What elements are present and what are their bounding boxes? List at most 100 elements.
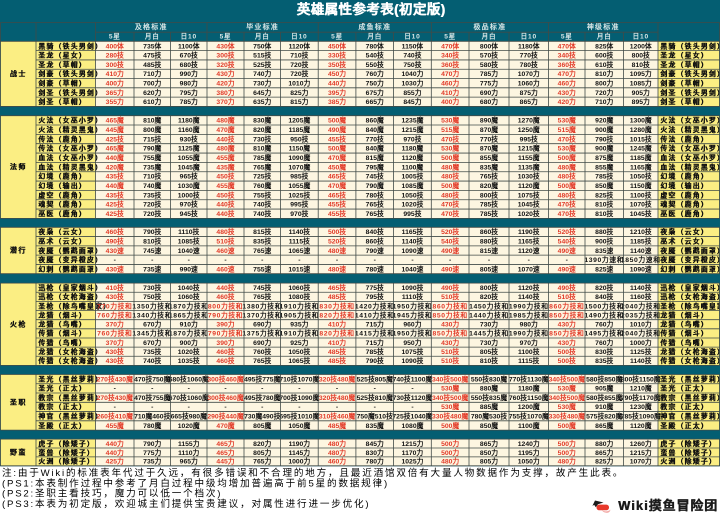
svg-text:760力技和: 760力技和 <box>97 329 132 338</box>
svg-text:1100魔: 1100魔 <box>518 421 540 430</box>
svg-text:夜魇（变异橙皮）: 夜魇（变异橙皮） <box>38 255 104 264</box>
svg-text:蛮兽（除矮子）: 蛮兽（除矮子） <box>660 448 717 457</box>
svg-text:440技: 440技 <box>216 283 234 292</box>
svg-text:715力: 715力 <box>366 320 384 329</box>
svg-text:潜行: 潜行 <box>10 246 27 255</box>
svg-text:420力: 420力 <box>558 97 576 106</box>
svg-text:850力技和: 850力技和 <box>549 310 584 319</box>
svg-text:1380力技和: 1380力技和 <box>242 301 282 310</box>
svg-text:435魔: 435魔 <box>216 162 234 171</box>
svg-text:-: - <box>528 257 530 264</box>
svg-text:410力: 410力 <box>106 69 124 78</box>
svg-text:870魔: 870魔 <box>480 144 498 153</box>
svg-text:黑骑（铁头男剑）: 黑骑（铁头男剑） <box>38 41 103 50</box>
svg-text:465技: 465技 <box>328 190 346 199</box>
svg-text:-: - <box>298 404 300 411</box>
svg-text:720技: 720技 <box>290 69 308 78</box>
svg-text:圣枪（除鸟嘴皇家）: 圣枪（除鸟嘴皇家） <box>37 301 111 310</box>
svg-text:385力: 385力 <box>328 97 346 106</box>
svg-text:390力: 390力 <box>216 338 234 347</box>
svg-text:1905力技和: 1905力技和 <box>279 310 319 319</box>
svg-text:-: - <box>151 386 153 393</box>
svg-text:780技: 780技 <box>366 190 384 199</box>
svg-text:900魔: 900魔 <box>595 144 613 153</box>
svg-text:520技: 520技 <box>328 237 346 246</box>
svg-text:530魔: 530魔 <box>441 402 459 411</box>
svg-text:日10: 日10 <box>181 33 197 41</box>
svg-text:800力: 800力 <box>595 78 613 87</box>
svg-text:465力: 465力 <box>216 439 234 448</box>
svg-text:1085力: 1085力 <box>630 78 652 87</box>
svg-text:800技: 800技 <box>632 51 650 60</box>
svg-text:神官（黑丝萝莉）: 神官（黑丝萝莉） <box>38 412 103 421</box>
svg-text:880技: 880技 <box>480 237 498 246</box>
svg-text:5星: 5星 <box>561 32 573 41</box>
svg-text:巫术（云女）: 巫术（云女） <box>39 237 88 246</box>
svg-text:魂契（鹿角）: 魂契（鹿角） <box>39 200 88 209</box>
svg-text:470技: 470技 <box>558 134 576 143</box>
svg-text:830技: 830技 <box>595 347 613 356</box>
svg-text:340技500魔: 340技500魔 <box>549 393 585 402</box>
svg-text:1270魔: 1270魔 <box>518 116 540 125</box>
svg-text:710技1070魔: 710技1070魔 <box>279 374 319 383</box>
svg-text:460技: 460技 <box>106 227 124 236</box>
svg-text:365力: 365力 <box>106 88 124 97</box>
svg-text:995技: 995技 <box>290 200 308 209</box>
svg-text:480力: 480力 <box>441 457 459 466</box>
svg-text:1040技: 1040技 <box>178 283 200 292</box>
svg-text:英雄属性参考表(初定版): 英雄属性参考表(初定版) <box>296 1 446 17</box>
svg-text:夜枭（云女）: 夜枭（云女） <box>659 227 709 236</box>
svg-text:780速: 780速 <box>366 264 384 273</box>
svg-text:1000技: 1000技 <box>178 190 200 199</box>
svg-text:1055魔: 1055魔 <box>288 181 310 190</box>
svg-text:1140技: 1140技 <box>630 356 652 365</box>
svg-text:410力: 410力 <box>328 320 346 329</box>
svg-text:火法（女巫小罗）: 火法（女巫小罗） <box>660 116 720 125</box>
svg-text:425技: 425技 <box>106 134 124 143</box>
svg-text:455魔: 455魔 <box>216 181 234 190</box>
svg-text:-: - <box>566 257 568 264</box>
svg-text:865力: 865力 <box>520 97 538 106</box>
svg-text:龙猎（鸟嘴）: 龙猎（鸟嘴） <box>659 320 709 329</box>
svg-text:1090技: 1090技 <box>401 283 423 292</box>
svg-text:760技: 760技 <box>253 347 271 356</box>
svg-text:1030技: 1030技 <box>518 172 540 181</box>
svg-text:1165魔: 1165魔 <box>630 162 652 171</box>
svg-text:480技: 480技 <box>558 190 576 199</box>
svg-text:1100技: 1100技 <box>630 190 652 199</box>
svg-text:1100技: 1100技 <box>518 347 540 356</box>
svg-text:300技: 300技 <box>216 51 234 60</box>
svg-text:1140技: 1140技 <box>289 227 311 236</box>
svg-text:635力: 635力 <box>253 97 271 106</box>
svg-text:465技: 465技 <box>328 172 346 181</box>
svg-text:Wiki摸鱼冒险团: Wiki摸鱼冒险团 <box>618 498 718 513</box>
svg-text:790技: 790技 <box>366 356 384 365</box>
svg-text:665技980魔: 665技980魔 <box>171 412 207 421</box>
svg-text:860力技和: 860力技和 <box>432 301 467 310</box>
svg-text:1060技: 1060技 <box>178 292 200 301</box>
svg-text:710技: 710技 <box>290 51 308 60</box>
svg-text:剑圣（铁头男剑）: 剑圣（铁头男剑） <box>38 88 104 97</box>
svg-text:月白: 月白 <box>144 32 160 41</box>
svg-text:300技460魔: 300技460魔 <box>207 374 243 383</box>
svg-text:1110技: 1110技 <box>402 292 423 301</box>
svg-text:680技: 680技 <box>180 60 198 69</box>
svg-text:1120体: 1120体 <box>289 41 311 50</box>
svg-text:1345力技和: 1345力技和 <box>132 329 172 338</box>
svg-text:450力: 450力 <box>328 69 346 78</box>
svg-text:995技: 995技 <box>403 209 421 218</box>
svg-text:剑豪（草帽）: 剑豪（草帽） <box>37 78 87 87</box>
svg-text:970力: 970力 <box>520 338 538 347</box>
svg-text:圣光（正太）: 圣光（正太） <box>660 384 710 393</box>
svg-text:1120速: 1120速 <box>518 246 540 255</box>
svg-text:455技: 455技 <box>328 134 346 143</box>
svg-text:1160魔: 1160魔 <box>178 125 200 134</box>
svg-text:390力: 390力 <box>216 320 234 329</box>
svg-text:805技: 805技 <box>480 347 498 356</box>
svg-text:735技: 735技 <box>143 190 161 199</box>
svg-text:魂契（鹿角）: 魂契（鹿角） <box>38 200 87 209</box>
svg-text:970技: 970技 <box>180 200 198 209</box>
svg-text:(PS3:本表为初定版，欢迎城主们提供宝贵建议，对属性进行进: (PS3:本表为初定版，欢迎城主们提供宝贵建议，对属性进行进一步优化) <box>2 498 370 510</box>
svg-text:1180魔: 1180魔 <box>518 384 540 393</box>
svg-text:760力: 760力 <box>595 338 613 347</box>
